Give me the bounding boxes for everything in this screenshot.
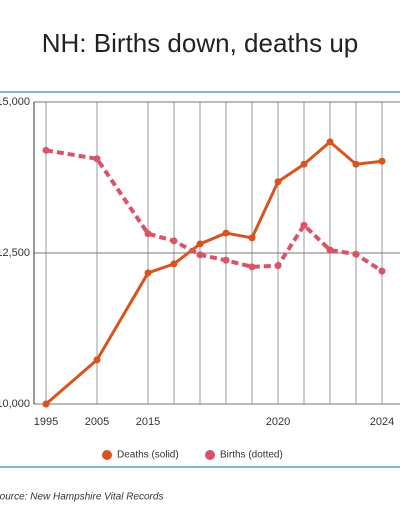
point: [378, 267, 386, 275]
point: [352, 250, 360, 258]
series-line: [45, 148, 384, 273]
x-tick-label: 2020: [266, 416, 290, 428]
point: [144, 269, 152, 277]
point: [144, 230, 152, 238]
y-tick-label: 10,000: [0, 398, 30, 410]
x-tick-label: 2015: [136, 416, 160, 428]
chart-title: NH: Births down, deaths up: [42, 28, 359, 58]
point: [42, 400, 50, 408]
point: [93, 356, 101, 364]
x-tick-label: 2024: [370, 416, 394, 428]
y-tick-label: 12,500: [0, 247, 30, 259]
point: [378, 157, 386, 165]
point: [248, 263, 256, 271]
x-tick-label: 1995: [34, 416, 58, 428]
series-line: [45, 140, 383, 406]
point: [42, 146, 50, 154]
point: [196, 240, 204, 248]
point: [196, 251, 204, 259]
point: [222, 229, 230, 237]
legend-label: Births (dotted): [220, 450, 283, 461]
source: Source: New Hampshire Vital Records: [0, 492, 163, 503]
point: [300, 160, 308, 168]
legend-label: Deaths (solid): [117, 450, 179, 461]
point: [326, 138, 334, 146]
point: [326, 246, 334, 254]
point: [300, 221, 308, 229]
legend-swatch: [102, 450, 112, 460]
y-tick-label: 15,000: [0, 96, 30, 108]
point: [170, 260, 178, 268]
point: [170, 237, 178, 245]
point: [248, 234, 256, 242]
point: [274, 178, 282, 186]
point: [274, 262, 282, 270]
point: [93, 155, 101, 163]
x-tick-label: 2005: [85, 416, 109, 428]
point: [222, 256, 230, 264]
legend-swatch: [205, 450, 215, 460]
point: [352, 160, 360, 168]
